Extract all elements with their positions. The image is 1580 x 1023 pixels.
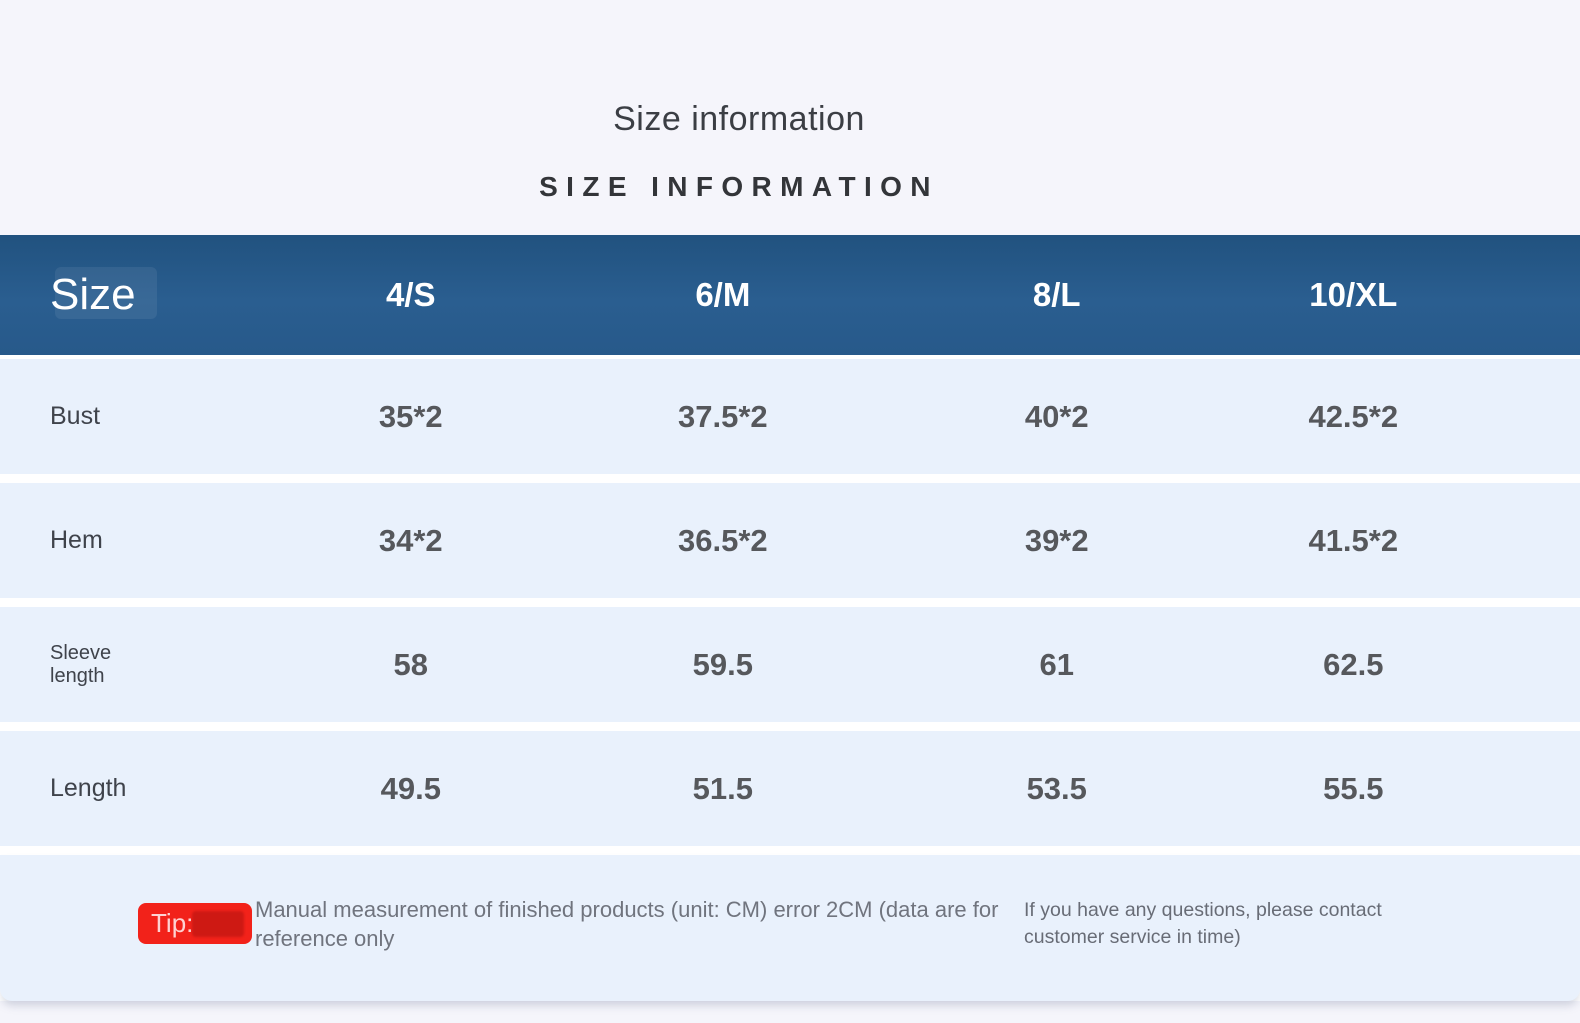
cell-value: 42.5*2 (1308, 398, 1399, 434)
cell-value: 39*2 (1024, 522, 1089, 558)
tip-badge-smudge (192, 911, 244, 937)
table-row-sleeve-length: Sleeve length 58 59.5 61 62.5 (0, 607, 1580, 722)
table-row-bust: Bust 35*2 37.5*2 40*2 42.5*2 (0, 359, 1580, 474)
column-header-size: Size (50, 270, 136, 319)
row-label-bust: Bust (50, 402, 101, 430)
cell-value: 59.5 (692, 646, 754, 682)
cell-value: 49.5 (380, 770, 441, 806)
table-header-row: Size 4/S 6/M 8/L 10/XL (0, 235, 1580, 355)
size-table: Size 4/S 6/M 8/L 10/XL Bust 35*2 37.5*2 … (0, 235, 1580, 1001)
table-row-hem: Hem 34*2 36.5*2 39*2 41.5*2 (0, 483, 1580, 598)
cell-value: 62.5 (1323, 646, 1384, 682)
tip-measurement-note: Manual measurement of finished products … (255, 897, 999, 952)
cell-value: 35*2 (378, 398, 443, 434)
row-label-hem: Hem (50, 526, 103, 554)
title-block: Size information SIZE INFORMATION (0, 0, 1478, 203)
column-header-6m: 6/M (695, 276, 751, 313)
row-label-length: Length (50, 774, 127, 802)
cell-value: 51.5 (692, 770, 754, 806)
table-row-length: Length 49.5 51.5 53.5 55.5 (0, 731, 1580, 846)
cell-value: 55.5 (1323, 770, 1384, 806)
column-header-10xl: 10/XL (1309, 276, 1398, 313)
cell-value: 37.5*2 (678, 398, 768, 434)
cell-value: 58 (393, 646, 429, 682)
row-label-sleeve-length: Sleeve length (50, 641, 112, 687)
page-subtitle: SIZE INFORMATION (539, 171, 939, 202)
tip-row: Tip: Manual measurement of finished prod… (0, 855, 1580, 1001)
cell-value: 34*2 (378, 522, 443, 558)
column-header-4s: 4/S (386, 276, 436, 313)
tip-badge-label: Tip: (151, 908, 194, 938)
column-header-8l: 8/L (1032, 276, 1081, 313)
cell-value: 53.5 (1026, 770, 1087, 806)
cell-value: 61 (1039, 646, 1074, 682)
cell-value: 41.5*2 (1308, 522, 1399, 558)
cell-value: 36.5*2 (678, 522, 768, 558)
tip-badge: Tip: (138, 903, 252, 944)
page-title: Size information (613, 100, 865, 138)
tip-contact-note: If you have any questions, please contac… (1024, 899, 1382, 948)
cell-value: 40*2 (1024, 398, 1089, 434)
